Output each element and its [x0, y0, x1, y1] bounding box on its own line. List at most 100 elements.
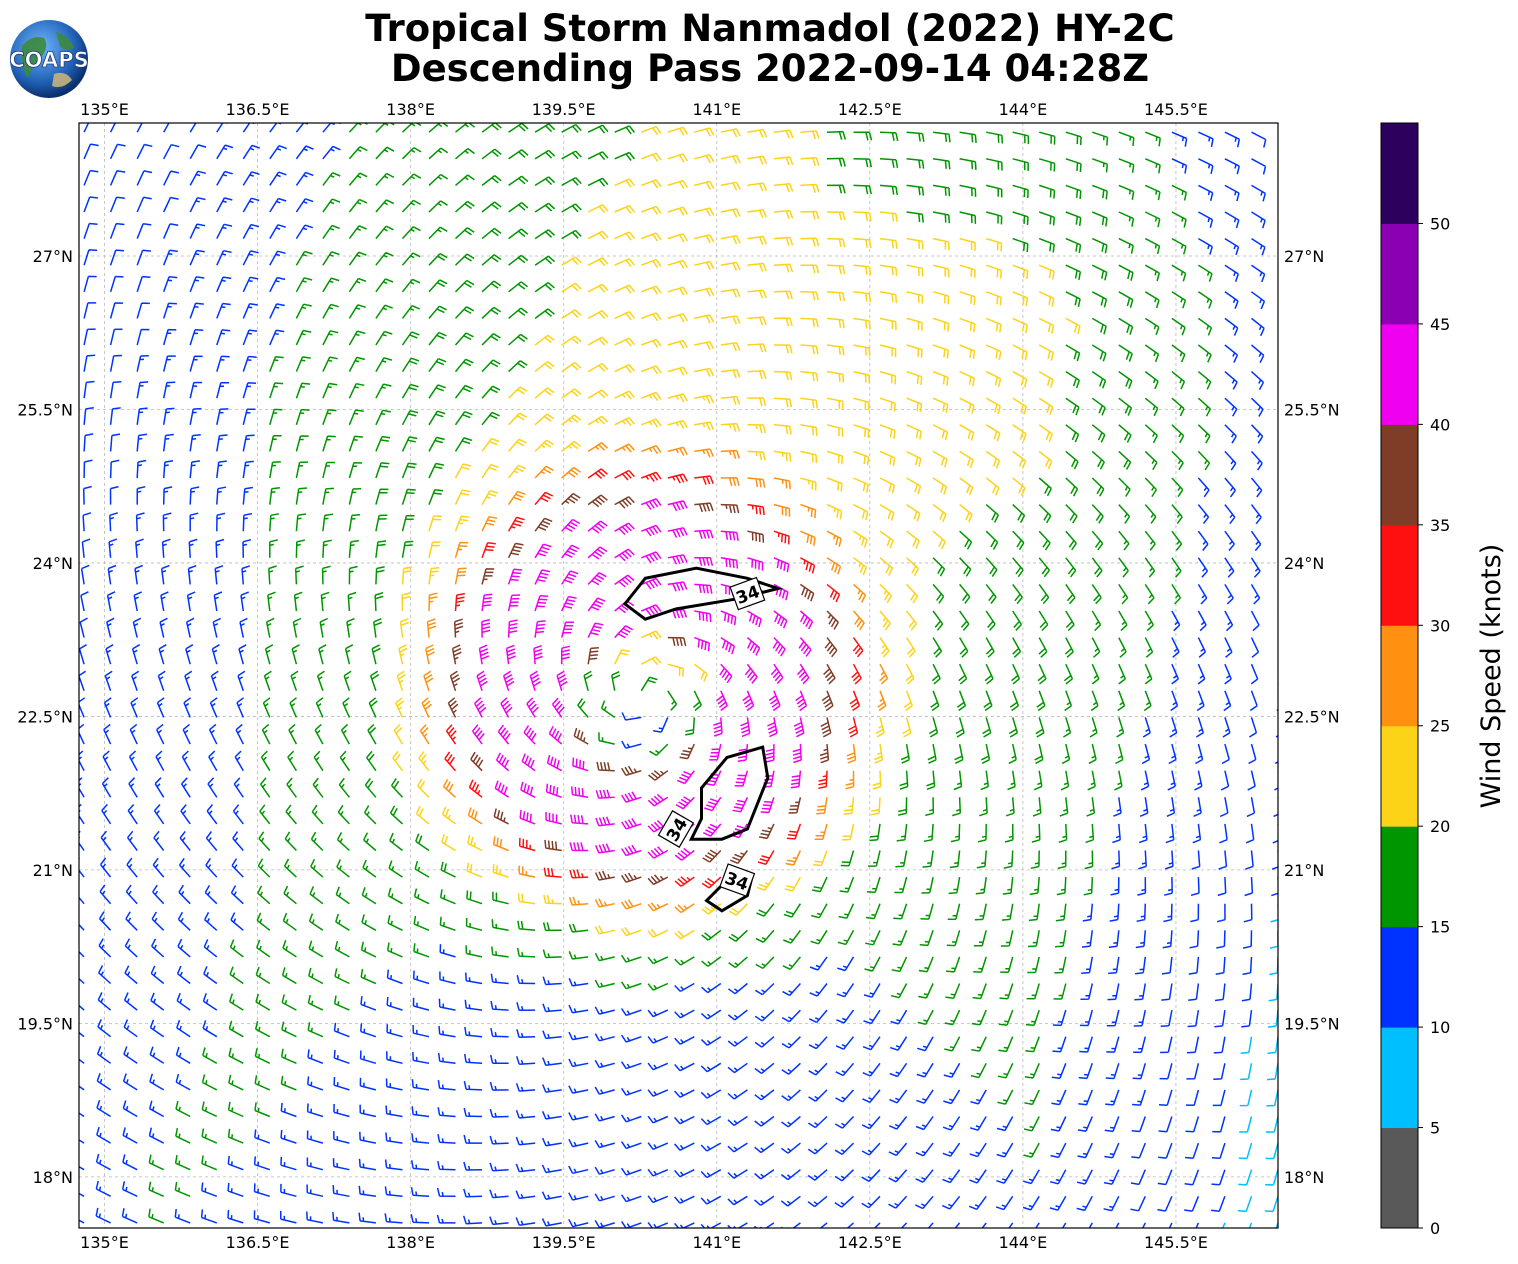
wind-barb: [515, 1056, 536, 1065]
wind-barb: [727, 1062, 748, 1074]
wind-barb: [79, 750, 85, 772]
wind-barb: [1250, 397, 1264, 417]
wind-barb: [700, 1169, 722, 1179]
wind-barb: [227, 1209, 244, 1224]
wind-barb: [269, 303, 285, 319]
wind-barb: [594, 1140, 615, 1149]
wind-barb: [109, 328, 123, 346]
wind-barb: [454, 541, 469, 559]
wind-barb: [202, 1020, 218, 1038]
wind-barb: [1077, 1116, 1093, 1132]
wind-barb: [463, 1134, 483, 1144]
wind-barb: [474, 697, 487, 718]
wind-barb: [915, 1169, 934, 1183]
wind-barb: [208, 750, 218, 772]
wind-barb: [985, 504, 999, 523]
wind-barb: [295, 329, 312, 346]
wind-barb: [109, 354, 123, 372]
wind-barb: [189, 460, 201, 479]
wind-barb: [959, 530, 973, 550]
wind-barb: [500, 697, 513, 718]
wind-barb: [551, 697, 565, 718]
lon-tick-label-bottom: 142.5°E: [838, 1233, 902, 1252]
wind-barb: [1251, 184, 1267, 202]
wind-barb: [507, 594, 521, 612]
wind-barb: [348, 382, 365, 399]
wind-barb: [894, 876, 908, 894]
wind-barb: [614, 311, 635, 321]
wind-barb: [620, 1220, 642, 1228]
wind-barb: [667, 690, 678, 711]
wind-barb: [1008, 743, 1017, 765]
wind-barb: [289, 697, 298, 718]
wind-barb: [1027, 930, 1040, 948]
wind-barb: [614, 443, 635, 453]
wind-barb: [641, 205, 662, 215]
wind-barb: [573, 727, 589, 745]
wind-barb: [227, 1155, 244, 1171]
wind-barb: [1091, 237, 1108, 254]
wind-barb: [534, 202, 556, 213]
wind-barb: [959, 370, 975, 387]
wind-barb: [773, 450, 792, 462]
wind-barb: [826, 157, 846, 167]
wind-barb: [1118, 370, 1133, 389]
wind-barb: [1023, 1116, 1040, 1132]
wind-barb: [333, 1103, 350, 1118]
wind-barb: [1116, 717, 1125, 738]
wind-barb: [189, 355, 203, 372]
wind-barb: [177, 938, 191, 958]
wind-barb: [1012, 158, 1029, 172]
wind-barb: [862, 1036, 881, 1051]
wind-barb: [79, 1192, 85, 1197]
wind-barb: [1090, 690, 1099, 712]
wind-barb: [747, 424, 767, 434]
wind-barb: [516, 1029, 536, 1039]
wind-barb: [932, 637, 943, 658]
wind-barb: [109, 275, 124, 293]
wind-barb: [1144, 184, 1161, 201]
wind-barb: [360, 996, 377, 1011]
wind-barb: [189, 433, 201, 452]
wind-barb: [257, 885, 271, 905]
colorbar-tick-label: 10: [1430, 1018, 1450, 1037]
wind-barb: [754, 1169, 775, 1180]
wind-barb: [545, 783, 562, 799]
wind-barb: [162, 355, 176, 372]
wind-barb: [1277, 185, 1278, 187]
wind-barb: [109, 433, 121, 452]
wind-barb: [561, 150, 582, 160]
wind-barb: [853, 530, 868, 548]
wind-barb: [674, 1142, 695, 1151]
wind-barb: [932, 610, 944, 631]
wind-barb: [1001, 903, 1014, 921]
wind-barb: [466, 890, 483, 905]
wind-barb: [1005, 797, 1015, 817]
wind-barb: [879, 610, 891, 631]
wind-barb: [290, 670, 299, 692]
wind-barb: [997, 1089, 1014, 1105]
wind-barb: [955, 717, 965, 738]
wind-barb: [905, 637, 916, 658]
wind-barb: [1224, 371, 1238, 390]
wind-barb: [401, 383, 419, 399]
wind-barb: [83, 169, 99, 186]
wind-barb: [944, 1009, 961, 1026]
wind-barb: [568, 923, 589, 933]
wind-barb: [1224, 184, 1240, 202]
wind-barb: [674, 876, 695, 887]
wind-barb: [269, 171, 287, 186]
wind-barb: [481, 463, 499, 479]
wind-barb: [534, 543, 552, 559]
wind-barb: [1267, 1036, 1278, 1055]
wind-barb: [129, 723, 138, 745]
wind-barb: [1118, 264, 1134, 281]
wind-barb: [826, 211, 846, 221]
wind-barb: [411, 1106, 430, 1118]
wind-barb: [1012, 211, 1029, 226]
wind-barb: [396, 670, 406, 692]
wind-barb: [519, 809, 536, 825]
wind-barb: [1195, 743, 1204, 765]
wind-barb: [754, 1115, 775, 1127]
wind-barb: [322, 303, 339, 319]
